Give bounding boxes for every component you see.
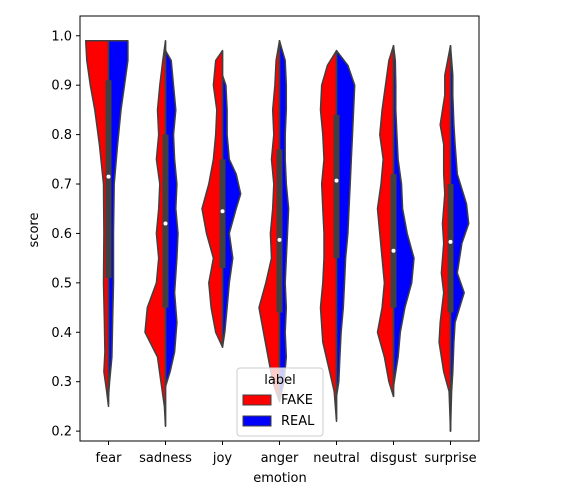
legend-title: label [264, 373, 295, 388]
legend-swatch-real [242, 415, 272, 427]
y-tick-label: 1.0 [51, 29, 72, 44]
violin-fake-joy [201, 49, 224, 348]
legend-label-real: REAL [281, 414, 315, 429]
y-tick-label: 0.2 [51, 425, 72, 440]
violin-real-sadness [164, 49, 179, 388]
x-tick-label: neutral [313, 451, 360, 466]
y-tick-label: 0.7 [51, 178, 72, 193]
y-tick-label: 0.6 [51, 227, 72, 242]
y-axis: 0.2 0.3 0.4 0.5 0.6 0.7 0.8 0.9 1.0 [51, 29, 80, 440]
y-tick-label: 0.4 [51, 326, 72, 341]
violin-real-surprise [449, 44, 470, 432]
violin-real-disgust [392, 44, 415, 388]
quartile-box-sadness [162, 134, 169, 308]
quartile-box-neutral [333, 114, 340, 259]
legend-label-fake: FAKE [281, 393, 313, 408]
median-marker-joy [220, 209, 225, 214]
x-tick-label: disgust [370, 451, 417, 466]
median-marker-surprise [448, 239, 453, 244]
quartile-box-joy [219, 159, 226, 269]
violin-fake-sadness [144, 39, 167, 427]
x-tick-label: anger [261, 451, 299, 466]
median-marker-neutral [334, 178, 339, 183]
plot-area [79, 15, 480, 442]
y-axis-label: score [27, 213, 42, 248]
y-tick-label: 0.9 [51, 79, 72, 94]
quartile-box-fear [105, 80, 112, 278]
y-tick-label: 0.8 [51, 128, 72, 143]
violin-fake-neutral [319, 49, 338, 422]
y-tick-label: 0.3 [51, 375, 72, 390]
x-tick-label: surprise [424, 451, 476, 466]
median-marker-fear [106, 174, 111, 179]
x-axis: fear sadness joy anger neutral disgust surpris… [96, 441, 477, 466]
violin-fake-surprise [438, 44, 452, 432]
violin-fake-fear [84, 39, 110, 408]
legend-swatch-fake [242, 394, 272, 406]
quartile-box-disgust [390, 174, 397, 308]
y-tick-label: 0.5 [51, 276, 72, 291]
quartile-box-surprise [447, 184, 454, 313]
violin-fake-anger [258, 39, 281, 403]
x-tick-label: sadness [139, 451, 192, 466]
x-axis-label: emotion [253, 471, 307, 486]
legend: label FAKE REAL [236, 367, 324, 437]
median-marker-disgust [391, 248, 396, 253]
x-tick-label: joy [212, 451, 233, 466]
median-marker-sadness [163, 221, 168, 226]
violin-real-fear [107, 39, 129, 398]
quartile-box-anger [276, 149, 283, 313]
x-tick-label: fear [96, 451, 123, 466]
violin-fake-disgust [376, 44, 395, 398]
violin-real-joy [221, 74, 242, 348]
median-marker-anger [277, 237, 282, 242]
violin-real-neutral [335, 49, 356, 398]
